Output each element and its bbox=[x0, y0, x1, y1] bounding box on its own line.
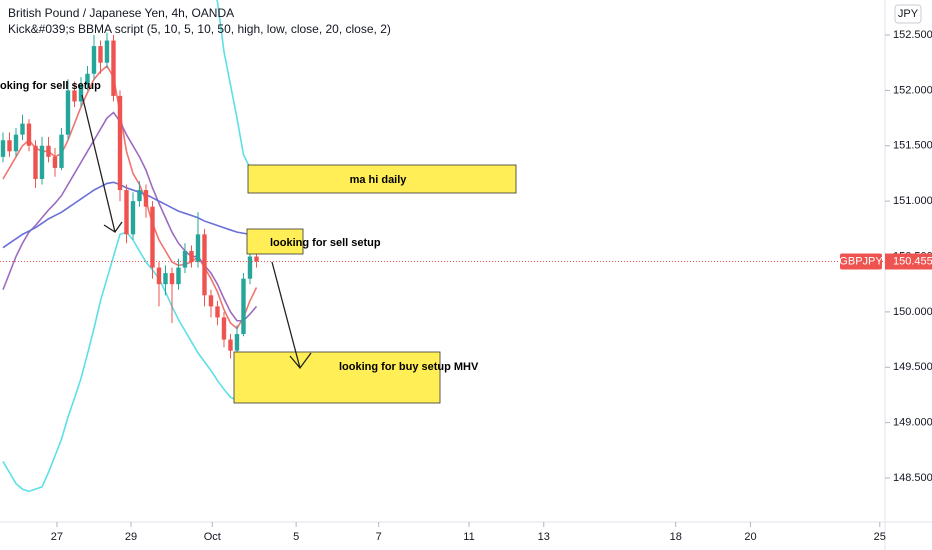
candle-body bbox=[124, 190, 129, 235]
candle-body bbox=[111, 40, 116, 96]
candle-body bbox=[169, 273, 175, 285]
x-tick-label: 18 bbox=[670, 531, 682, 543]
x-tick-label: 29 bbox=[125, 531, 137, 543]
candle-body bbox=[117, 95, 123, 191]
candle-body bbox=[46, 145, 51, 157]
candle-body bbox=[150, 206, 155, 268]
buy-box bbox=[233, 351, 441, 404]
y-tick-label: 149.500 bbox=[893, 361, 932, 373]
candle-body bbox=[202, 234, 207, 296]
candle-body bbox=[208, 295, 214, 307]
sell-box bbox=[246, 228, 304, 255]
candle-body bbox=[65, 90, 71, 135]
y-tick-label: 151.000 bbox=[893, 195, 932, 207]
indicator-layer bbox=[2, 0, 258, 493]
candle-body bbox=[98, 46, 103, 63]
x-tick-label: 13 bbox=[538, 531, 550, 543]
y-tick-label: 148.500 bbox=[893, 472, 932, 484]
candle-body bbox=[137, 190, 142, 202]
candle-body bbox=[0, 140, 6, 157]
daily-box-text: ma hi daily bbox=[350, 174, 408, 186]
candle-body bbox=[176, 267, 181, 285]
y-tick-label: 152.500 bbox=[893, 29, 932, 41]
candle-body bbox=[104, 40, 110, 63]
left-note: oking for sell setup bbox=[0, 80, 101, 92]
candle-body bbox=[221, 317, 227, 340]
symbol-tag bbox=[840, 253, 882, 270]
chart-title: British Pound / Japanese Yen, 4h, OANDA bbox=[8, 6, 234, 20]
x-tick-label: 25 bbox=[874, 531, 886, 543]
x-tick-label: 20 bbox=[744, 531, 756, 543]
candle-body bbox=[7, 140, 12, 152]
candle-body bbox=[72, 90, 77, 102]
x-tick-label: 7 bbox=[376, 531, 382, 543]
y-tick-label: 151.500 bbox=[893, 140, 932, 152]
candle-body bbox=[182, 250, 188, 268]
sell-box-text: looking for sell setup bbox=[270, 237, 381, 249]
candle-body bbox=[241, 278, 246, 335]
candle-body bbox=[228, 339, 233, 351]
candle-body bbox=[254, 256, 259, 262]
candle-body bbox=[247, 256, 253, 279]
y-tick-label: 152.000 bbox=[893, 84, 932, 96]
x-tick-label: 27 bbox=[51, 531, 63, 543]
candle-body bbox=[195, 234, 201, 263]
candle-body bbox=[78, 84, 84, 102]
indicator-line bbox=[2, 181, 257, 249]
candle-body bbox=[39, 145, 45, 179]
y-tick-label: 149.000 bbox=[893, 417, 932, 429]
currency-button[interactable] bbox=[894, 4, 922, 24]
candle-body bbox=[234, 334, 240, 351]
candle-body bbox=[91, 46, 97, 74]
arrow bbox=[81, 94, 123, 233]
arrow bbox=[271, 261, 312, 370]
candle-body bbox=[215, 306, 220, 318]
candle-body bbox=[163, 273, 168, 285]
x-tick-label: 11 bbox=[463, 531, 474, 543]
currency[interactable]: JPY bbox=[898, 8, 919, 20]
y-tick-label: 150.000 bbox=[893, 306, 932, 318]
indicator-line bbox=[2, 231, 258, 493]
candle-layer bbox=[0, 32, 259, 359]
candle-body bbox=[52, 156, 58, 168]
x-tick-label: Oct bbox=[204, 531, 221, 543]
candle-body bbox=[156, 267, 162, 285]
indicator-line bbox=[2, 111, 258, 322]
candle-body bbox=[85, 73, 90, 85]
symbol-tag-text: GBPJPY bbox=[839, 255, 883, 267]
candle-body bbox=[20, 123, 25, 135]
candle-body bbox=[189, 250, 194, 263]
buy-box-text: looking for buy setup MHV bbox=[339, 361, 479, 373]
annotations: ma hi daily looking for sell setup looki… bbox=[0, 80, 517, 404]
candle-body bbox=[26, 123, 32, 146]
indicator-line bbox=[2, 64, 258, 330]
indicator-label: Kick&#039;s BBMA script (5, 10, 5, 10, 5… bbox=[8, 22, 391, 36]
daily-box bbox=[247, 164, 517, 194]
candle-body bbox=[143, 190, 149, 207]
price-tag bbox=[885, 253, 932, 270]
candle-body bbox=[33, 145, 38, 179]
price-tag-text: 150.455 bbox=[893, 255, 932, 267]
candle-body bbox=[59, 134, 64, 168]
candle-body bbox=[13, 134, 19, 152]
x-tick-label: 5 bbox=[293, 531, 299, 543]
candle-body bbox=[130, 201, 136, 235]
